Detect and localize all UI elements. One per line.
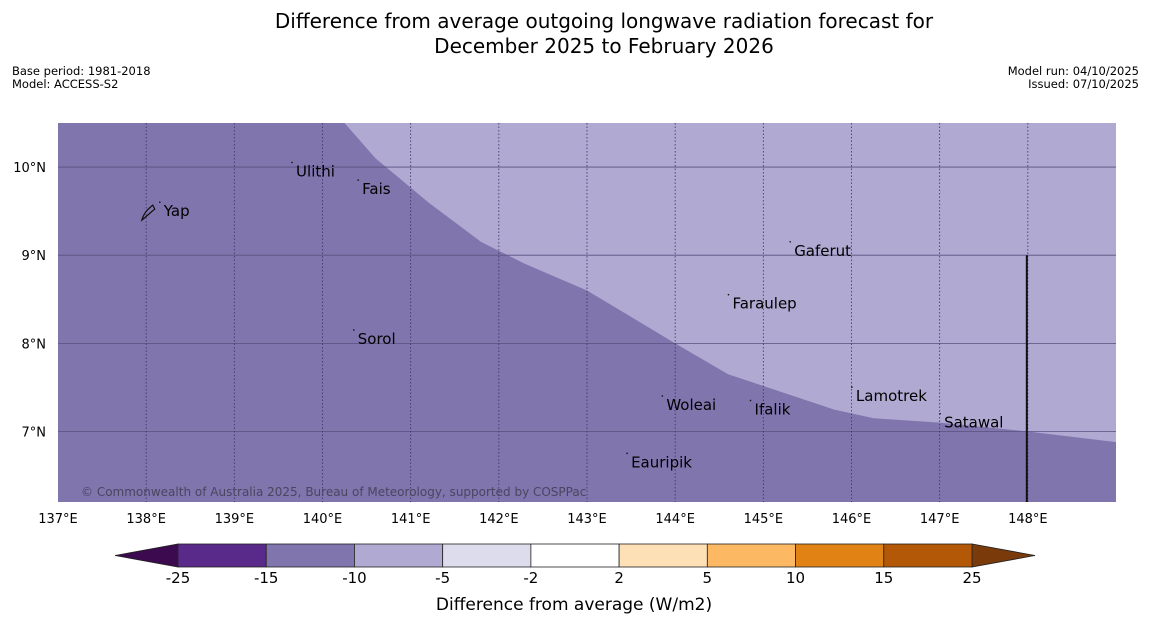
meta-left: Base period: 1981-2018 Model: ACCESS-S2 bbox=[12, 65, 151, 91]
lon-tick-label: 146°E bbox=[832, 512, 872, 527]
base-period: Base period: 1981-2018 bbox=[12, 64, 151, 78]
yap-island bbox=[140, 204, 156, 222]
colorbar-swatch bbox=[530, 543, 620, 568]
upper-region bbox=[344, 123, 1117, 443]
place-label: Fais bbox=[362, 180, 391, 198]
colorbar-swatch bbox=[795, 543, 885, 568]
title-line-2: December 2025 to February 2026 bbox=[434, 34, 774, 58]
lon-tick-label: 147°E bbox=[920, 512, 960, 527]
lon-tick-label: 137°E bbox=[38, 512, 78, 527]
lon-tick-label: 141°E bbox=[391, 512, 431, 527]
place-label: Lamotrek bbox=[856, 387, 927, 405]
colorbar-swatch bbox=[618, 543, 708, 568]
colorbar-swatch bbox=[265, 543, 355, 568]
place-label: Eauripik bbox=[631, 453, 692, 471]
map-layer: 10°N 9°N 8°N 7°N 137°E 138°E 139°E 140°E 141°E 14… bbox=[13, 123, 1117, 527]
island-marker bbox=[352, 329, 355, 331]
lon-tick-label: 142°E bbox=[479, 512, 519, 527]
island-marker bbox=[357, 179, 359, 181]
lon-tick-label: 143°E bbox=[567, 512, 607, 527]
colorbar-high-extend bbox=[971, 543, 1036, 568]
lon-tick-label: 140°E bbox=[303, 512, 343, 527]
model-name: Model: ACCESS-S2 bbox=[12, 77, 119, 91]
colorbar-low-extend bbox=[114, 543, 179, 568]
page-title: Difference from average outgoing longwav… bbox=[0, 9, 1150, 59]
colorbar-swatch bbox=[177, 543, 267, 568]
colorbar-tick-label: -2 bbox=[523, 569, 538, 587]
colorbar-tick-label: -25 bbox=[166, 569, 191, 587]
place-label: Gaferut bbox=[794, 242, 851, 260]
issued-date: Issued: 07/10/2025 bbox=[1028, 77, 1139, 91]
island-marker bbox=[789, 241, 791, 243]
island-marker bbox=[749, 399, 752, 402]
place-label: Yap bbox=[163, 202, 190, 220]
meta-right: Model run: 04/10/2025 Issued: 07/10/2025 bbox=[1008, 65, 1139, 91]
colorbar-tick-label: -5 bbox=[435, 569, 450, 587]
model-run: Model run: 04/10/2025 bbox=[1007, 64, 1139, 78]
colorbar-tick-label: -15 bbox=[254, 569, 279, 587]
place-label: Woleai bbox=[666, 396, 716, 414]
lat-tick-label: 10°N bbox=[13, 161, 46, 176]
island-marker bbox=[727, 293, 730, 296]
colorbar-swatch bbox=[883, 543, 973, 568]
place-label: Ifalik bbox=[755, 400, 791, 418]
lon-tick-label: 139°E bbox=[215, 512, 255, 527]
place-label: Sorol bbox=[358, 330, 396, 348]
colorbar-tick-label: 25 bbox=[962, 569, 981, 587]
lon-tick-label: 138°E bbox=[126, 512, 166, 527]
lat-tick-label: 7°N bbox=[22, 425, 47, 440]
colorbar-title: Difference from average (W/m2) bbox=[436, 595, 712, 615]
colorbar-swatch bbox=[442, 543, 532, 568]
place-label: Faraulep bbox=[732, 295, 796, 313]
colorbar-tick-label: 10 bbox=[786, 569, 805, 587]
island-marker bbox=[291, 161, 293, 164]
lon-tick-label: 148°E bbox=[1008, 512, 1048, 527]
island-marker bbox=[159, 201, 161, 203]
island-marker bbox=[661, 395, 664, 397]
colorbar-tick-label: -10 bbox=[342, 569, 367, 587]
colorbar-swatch bbox=[354, 543, 444, 568]
title-line-1: Difference from average outgoing longwav… bbox=[274, 9, 934, 33]
place-label: Satawal bbox=[944, 414, 1003, 432]
colorbar-tick-label: 15 bbox=[874, 569, 893, 587]
lat-tick-label: 9°N bbox=[22, 249, 47, 264]
lon-tick-label: 144°E bbox=[655, 512, 695, 527]
copyright-text: © Commonwealth of Australia 2025, Bureau… bbox=[81, 485, 586, 499]
island-marker bbox=[626, 452, 628, 455]
colorbar-tick-label: 5 bbox=[703, 569, 713, 587]
lat-tick-label: 8°N bbox=[22, 337, 47, 352]
lon-tick-label: 145°E bbox=[744, 512, 784, 527]
colorbar-swatch bbox=[706, 543, 796, 568]
place-label: Ulithi bbox=[296, 162, 335, 180]
island-marker bbox=[939, 412, 941, 415]
colorbar-tick-label: 2 bbox=[614, 569, 624, 587]
island-marker bbox=[851, 386, 853, 389]
